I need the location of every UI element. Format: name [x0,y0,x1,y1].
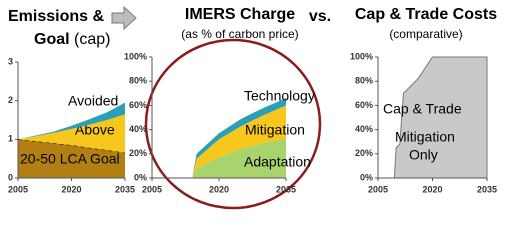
series-label: Cap & Trade [383,101,462,117]
chart-title: Goal (cap) [34,31,110,48]
x-tick-label: 2005 [8,184,28,194]
x-tick-label: 2020 [61,184,81,194]
series-label: Above [75,122,115,138]
chart-title: Cap & Trade Costs [355,6,497,23]
annotation: Only [409,147,438,163]
chart-subtitle: (comparative) [389,27,462,41]
y-tick-label: 100% [350,51,373,61]
chart: Emissions & Goal (cap) IMERS Charge (as … [8,5,497,210]
series-label: Technology [244,88,315,104]
x-tick-label: 2035 [115,184,135,194]
x-tick-label: 2005 [368,184,388,194]
vs-label: vs. [309,8,331,25]
x-tick-label: 2035 [276,184,296,194]
y-tick-label: 80% [355,76,373,86]
y-tick-label: 0% [134,172,147,182]
y-tick-label: 0% [360,172,373,182]
series-label: Mitigation [245,122,305,138]
y-tick-label: 2 [8,95,13,105]
series-label: 20-50 LCA Goal [20,151,120,167]
chart-title: IMERS Charge [185,6,295,23]
series-label: Adaptation [244,154,311,170]
annotation: Mitigation [395,129,455,145]
area [192,105,286,178]
y-tick-label: 0 [8,172,13,182]
x-tick-label: 2020 [422,184,442,194]
y-tick-label: 40% [129,124,147,134]
y-tick-label: 40% [355,124,373,134]
chart-title: Emissions & [8,8,104,25]
y-tick-label: 20% [355,148,373,158]
y-tick-label: 20% [129,148,147,158]
chart-title: Goal [34,31,70,48]
y-tick-label: 60% [129,100,147,110]
x-tick-label: 2035 [477,184,497,194]
y-tick-label: 100% [124,51,147,61]
series-label: Avoided [68,93,118,109]
chart-subtitle: (cap) [74,31,110,48]
arrow [111,5,137,31]
y-tick-label: 3 [8,56,13,66]
area [18,114,125,153]
area [192,138,286,178]
chart-subtitle: (as % of carbon price) [181,27,298,41]
area [192,98,286,178]
y-tick-label: 80% [129,76,147,86]
y-tick-label: 1 [8,134,13,144]
x-tick-label: 2020 [209,184,229,194]
highlight-ellipse [144,38,322,210]
y-tick-label: 60% [355,100,373,110]
page: Emissions & Goal (cap) IMERS Charge (as … [7,5,498,210]
x-tick-label: 2005 [142,184,162,194]
